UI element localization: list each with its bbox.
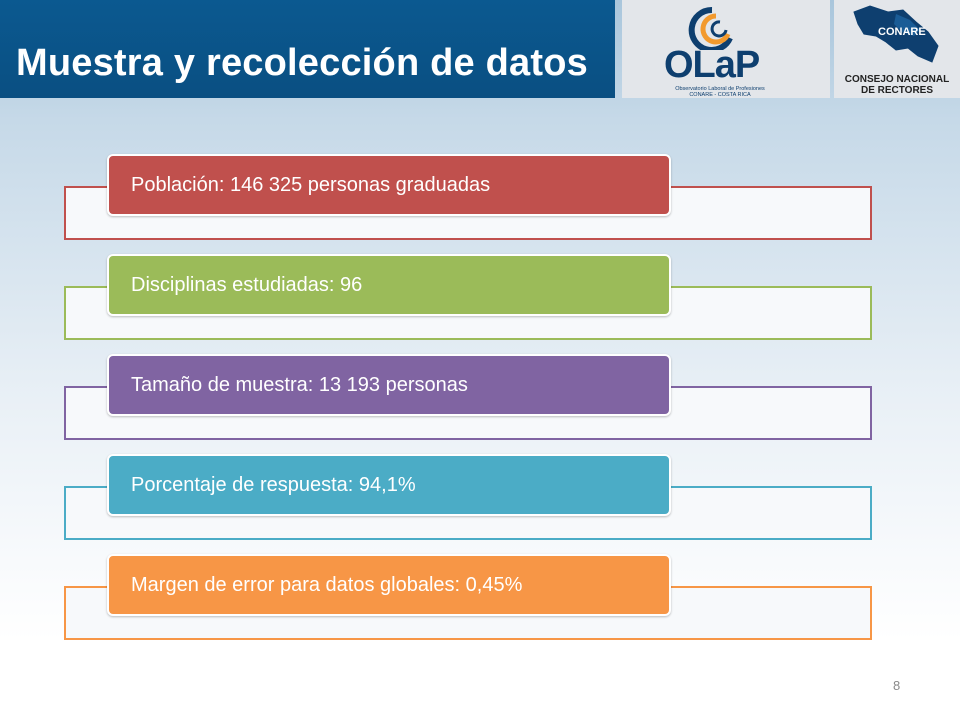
conare-caption-line1: CONSEJO NACIONAL <box>844 74 950 85</box>
title-band: Muestra y recolección de datos <box>0 0 615 98</box>
list-item: Margen de error para datos globales: 0,4… <box>0 554 960 654</box>
conare-logo: CONARE CONSEJO NACIONAL DE RECTORES <box>834 0 960 98</box>
item-label: Margen de error para datos globales: 0,4… <box>107 554 671 616</box>
olap-subtitle: Observatorio Laboral de Profesiones CONA… <box>660 86 780 98</box>
olap-logo: OLaP Observatorio Laboral de Profesiones… <box>622 0 830 98</box>
costa-rica-map-icon <box>853 5 939 63</box>
slide-title: Muestra y recolección de datos <box>16 42 588 84</box>
list-item: Porcentaje de respuesta: 94,1% <box>0 454 960 554</box>
item-label: Disciplinas estudiadas: 96 <box>107 254 671 316</box>
slide-header: Muestra y recolección de datos OLaP Obse… <box>0 0 960 98</box>
olap-subtitle-line2: CONARE - COSTA RICA <box>689 92 751 98</box>
list-item: Tamaño de muestra: 13 193 personas <box>0 354 960 454</box>
list-item: Población: 146 325 personas graduadas <box>0 154 960 254</box>
olap-wordmark: OLaP <box>664 44 760 86</box>
olap-subtitle-line1: Observatorio Laboral de Profesiones <box>675 86 765 92</box>
conare-caption: CONSEJO NACIONAL DE RECTORES <box>840 74 954 96</box>
conare-caption-line2: DE RECTORES <box>860 85 934 96</box>
item-label: Porcentaje de respuesta: 94,1% <box>107 454 671 516</box>
olap-swirl-icon <box>688 6 733 50</box>
conare-badge: CONARE <box>878 26 926 38</box>
item-label: Tamaño de muestra: 13 193 personas <box>107 354 671 416</box>
page-number: 8 <box>893 678 901 693</box>
item-label: Población: 146 325 personas graduadas <box>107 154 671 216</box>
list-item: Disciplinas estudiadas: 96 <box>0 254 960 354</box>
